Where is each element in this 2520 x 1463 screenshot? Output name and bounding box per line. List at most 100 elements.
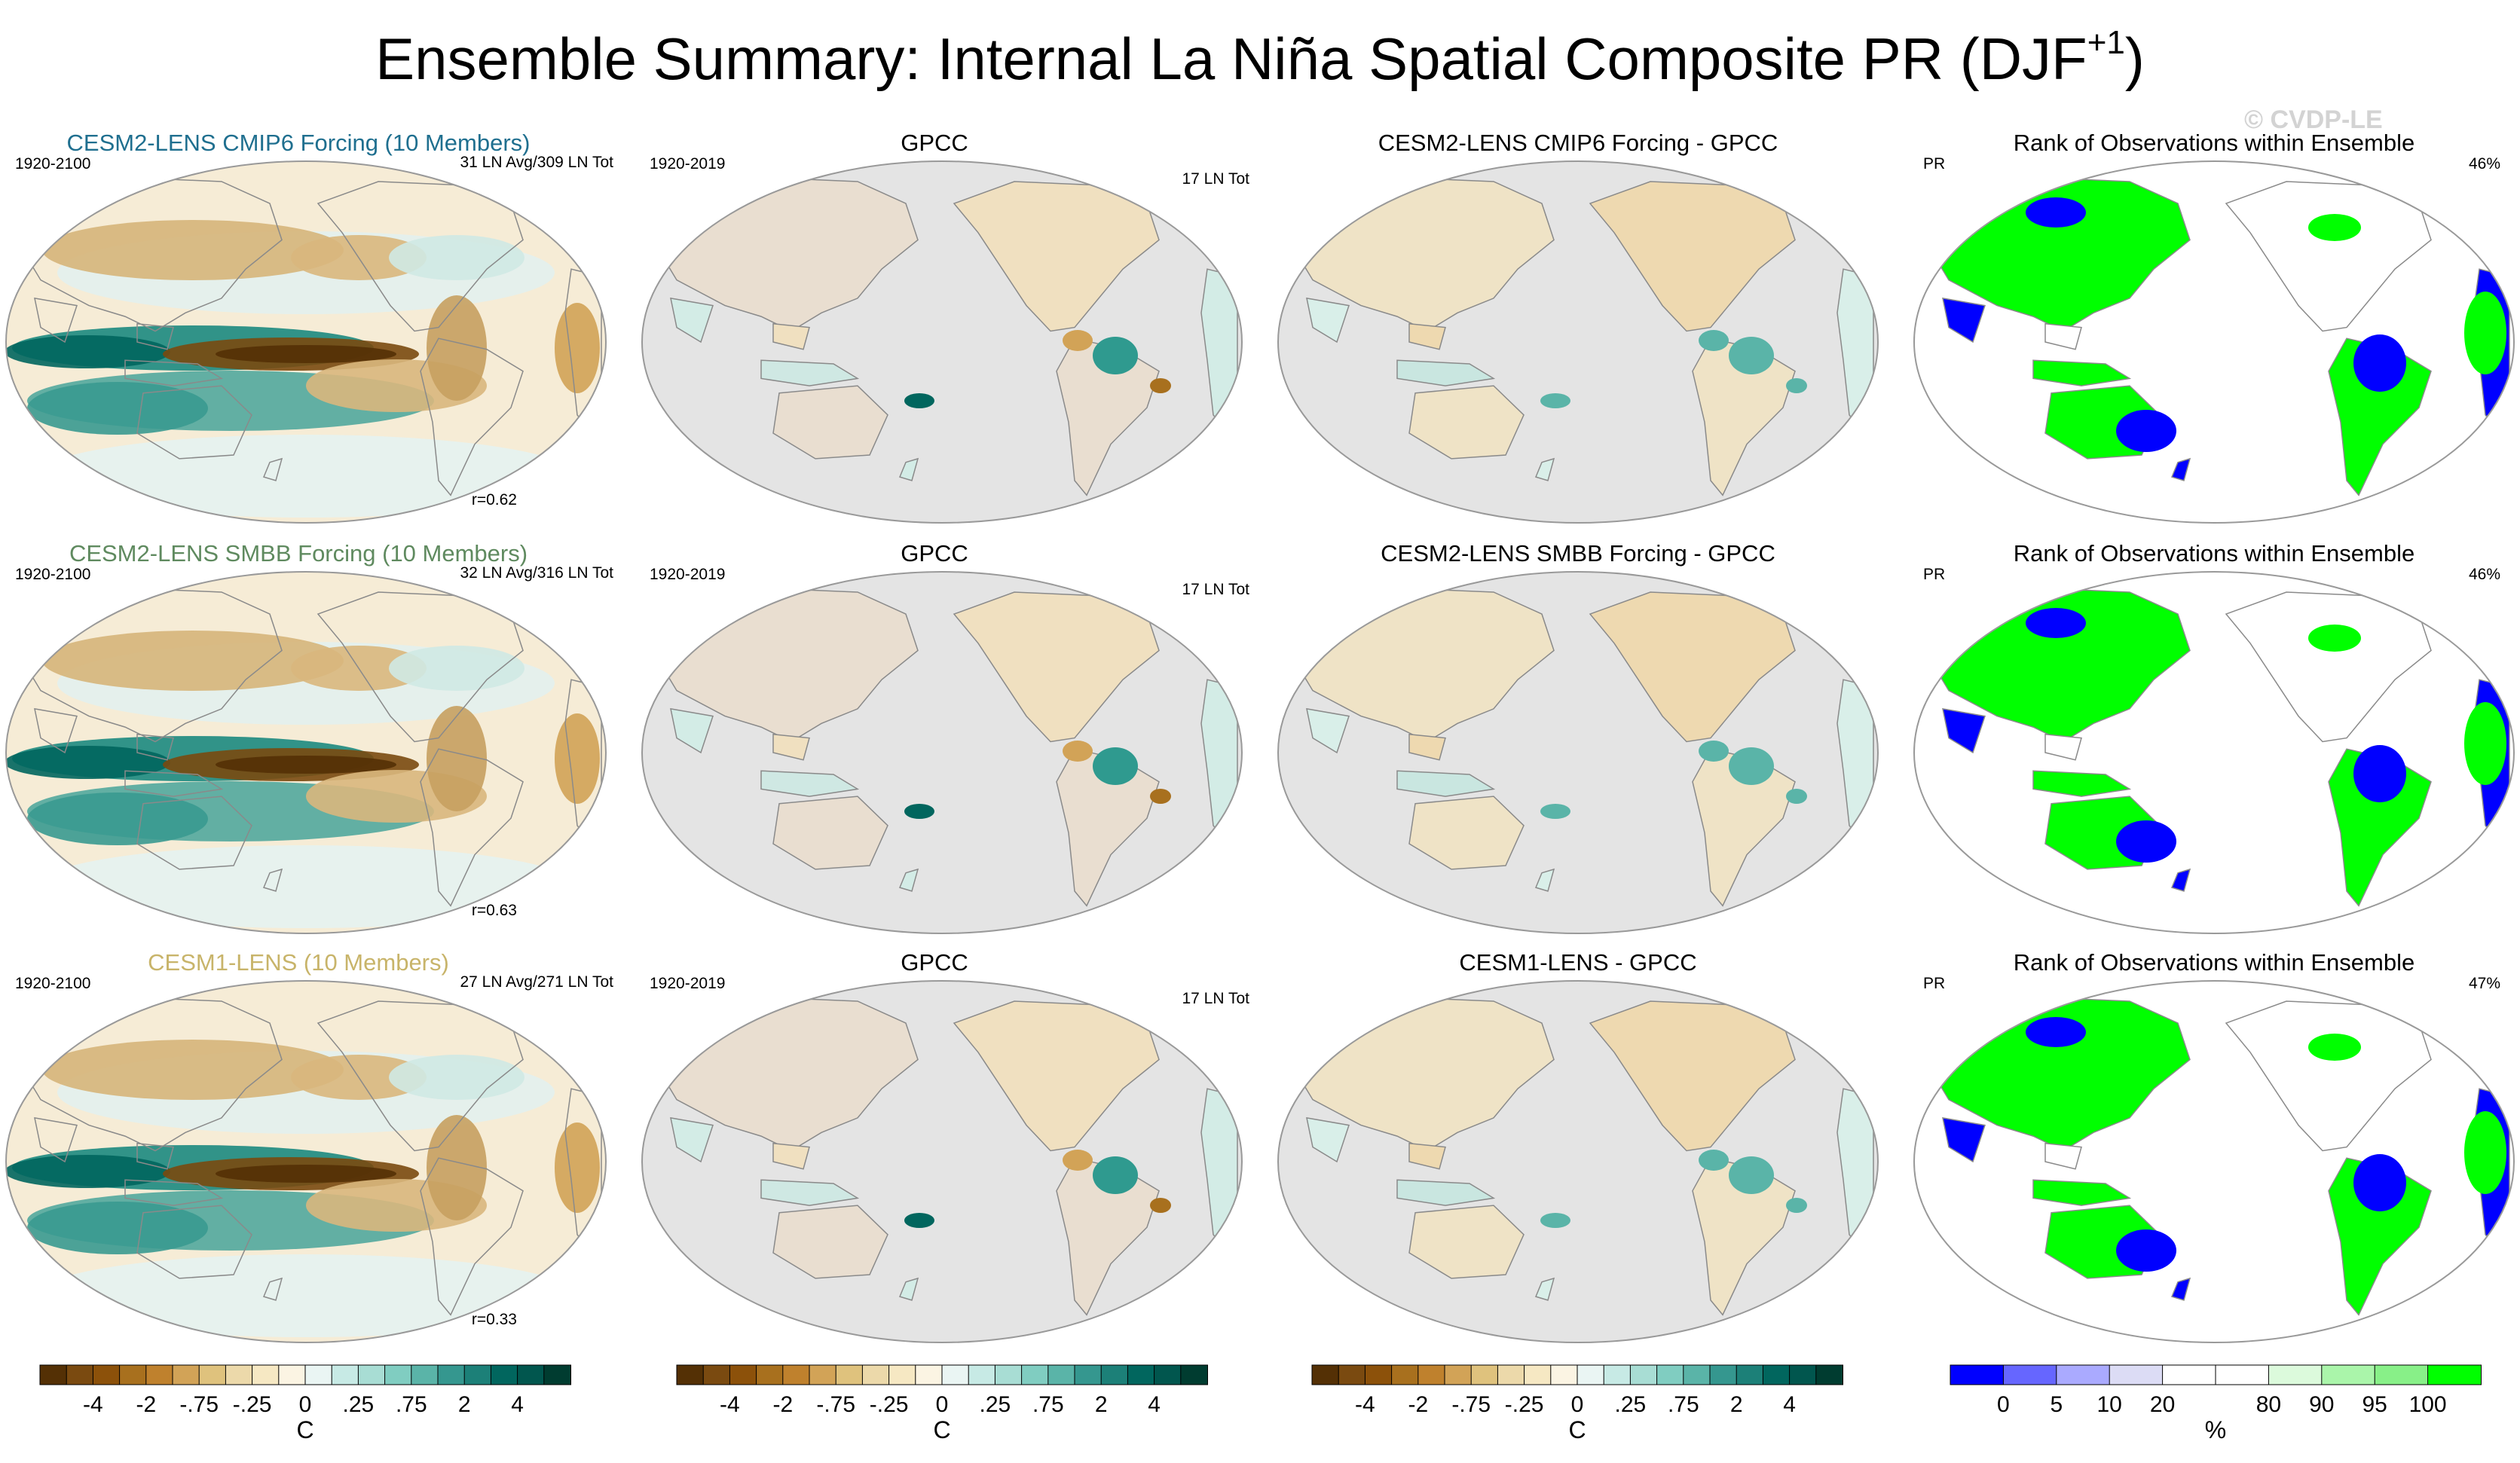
variable-label: PR [1923, 566, 1946, 583]
colorbar-tick-label: -2 [1408, 1392, 1429, 1417]
colorbar-tick-label: -.75 [179, 1392, 219, 1417]
colorbar-swatch [411, 1364, 439, 1385]
colorbar-swatch [357, 1364, 386, 1385]
ensemble-count: 32 LN Avg/316 LN Tot [460, 564, 613, 582]
colorbar-tick-label: -.75 [1451, 1392, 1491, 1417]
diff-title: CESM2-LENS CMIP6 Forcing - GPCC [1378, 130, 1778, 156]
diff-map-1 [1277, 160, 1879, 524]
colorbar-swatch [1180, 1364, 1208, 1385]
rank-map-3 [1913, 980, 2515, 1343]
main-title: Ensemble Summary: Internal La Niña Spati… [375, 24, 2145, 92]
colorbar-swatch [1709, 1364, 1738, 1385]
colorbar-swatch [437, 1364, 466, 1385]
colorbar-tick-label: 0 [935, 1392, 949, 1417]
colorbar-swatch [1074, 1364, 1102, 1385]
colorbar-swatch [1444, 1364, 1473, 1385]
colorbar-swatch [915, 1364, 943, 1385]
colorbar-swatch [835, 1364, 864, 1385]
colorbar-swatch [1364, 1364, 1393, 1385]
colorbar-tick-label: .75 [395, 1392, 427, 1417]
ensemble-count: 27 LN Avg/271 LN Tot [460, 973, 613, 991]
colorbar-swatch [2215, 1364, 2270, 1385]
colorbar-swatch [756, 1364, 784, 1385]
colorbar-tick-label: 2 [1094, 1392, 1108, 1417]
colorbar-3 [1311, 1364, 1843, 1385]
colorbar-tick-label: 10 [2096, 1392, 2122, 1417]
colorbar-swatch [968, 1364, 996, 1385]
colorbar-tick-label: 80 [2255, 1392, 2282, 1417]
colorbar-swatch [2427, 1364, 2482, 1385]
rank-title: Rank of Observations within Ensemble [2013, 540, 2415, 567]
colorbar-swatch [198, 1364, 227, 1385]
colorbar-tick-label: -4 [83, 1392, 103, 1417]
colorbar-swatch [543, 1364, 571, 1385]
colorbar-tick-label: -.25 [232, 1392, 272, 1417]
colorbar-swatch [1470, 1364, 1499, 1385]
rank-map-1 [1913, 160, 2515, 524]
colorbar-swatch [888, 1364, 916, 1385]
colorbar-swatch [2374, 1364, 2429, 1385]
colorbar-swatch [1418, 1364, 1446, 1385]
colorbar-swatch [702, 1364, 731, 1385]
pattern-correlation: r=0.62 [471, 491, 517, 509]
pattern-correlation: r=0.33 [471, 1311, 517, 1328]
colorbar-swatch [92, 1364, 121, 1385]
event-count: 17 LN Tot [1182, 581, 1249, 598]
colorbar-swatch [2109, 1364, 2164, 1385]
colorbar-tick-label: 0 [1570, 1392, 1584, 1417]
obs-map-1 [641, 160, 1243, 524]
period-label: 1920-2100 [15, 155, 91, 173]
colorbar-swatch [1550, 1364, 1578, 1385]
obs-title: GPCC [901, 130, 968, 156]
rank-percent: 46% [2468, 566, 2500, 583]
colorbar-swatch [172, 1364, 200, 1385]
colorbar-swatch [1391, 1364, 1419, 1385]
colorbar-swatch [1736, 1364, 1764, 1385]
colorbar-swatch [861, 1364, 890, 1385]
colorbar-tick-label: -.25 [869, 1392, 909, 1417]
colorbar-swatch [994, 1364, 1023, 1385]
colorbar-swatch [1683, 1364, 1711, 1385]
colorbar-swatch [1524, 1364, 1552, 1385]
colorbar-swatch [331, 1364, 359, 1385]
colorbar-tick-label: -.75 [816, 1392, 856, 1417]
colorbar-tick-label: -.25 [1504, 1392, 1544, 1417]
colorbar-swatch [463, 1364, 492, 1385]
period-label: 1920-2019 [650, 566, 726, 583]
colorbar-swatch [1100, 1364, 1129, 1385]
colorbar-swatch [1311, 1364, 1340, 1385]
colorbar-tick-label: .25 [1614, 1392, 1647, 1417]
colorbar-swatch [729, 1364, 757, 1385]
model-map-1 [5, 160, 607, 524]
colorbar-swatch [1338, 1364, 1366, 1385]
diff-title: CESM2-LENS SMBB Forcing - GPCC [1381, 540, 1775, 567]
colorbar-tick-label: 4 [511, 1392, 524, 1417]
colorbar-swatch [1021, 1364, 1049, 1385]
colorbar-unit: C [1568, 1416, 1586, 1443]
diff-map-2 [1277, 571, 1879, 934]
colorbar-tick-label: -4 [1355, 1392, 1375, 1417]
colorbar-swatch [809, 1364, 837, 1385]
event-count: 17 LN Tot [1182, 170, 1249, 188]
colorbar-swatch [1950, 1364, 2005, 1385]
model-map-2 [5, 571, 607, 934]
colorbar-swatch [252, 1364, 280, 1385]
colorbar-swatch [225, 1364, 253, 1385]
colorbar-tick-label: 2 [1729, 1392, 1743, 1417]
colorbar-swatch [1815, 1364, 1843, 1385]
colorbar-tick-label: 100 [2408, 1392, 2447, 1417]
model-map-3 [5, 980, 607, 1343]
colorbar-tick-label: 95 [2362, 1392, 2387, 1417]
colorbar-swatch [1762, 1364, 1791, 1385]
pattern-correlation: r=0.63 [471, 902, 517, 919]
colorbar-tick-label: 2 [457, 1392, 471, 1417]
obs-map-3 [641, 980, 1243, 1343]
colorbar-tick-label: 4 [1783, 1392, 1796, 1417]
rank-map-2 [1913, 571, 2515, 934]
colorbar-swatch [1497, 1364, 1525, 1385]
rank-percent: 47% [2468, 975, 2500, 992]
colorbar-unit: C [933, 1416, 951, 1443]
variable-label: PR [1923, 975, 1946, 992]
colorbar-tick-label: 4 [1148, 1392, 1161, 1417]
colorbar-tick-label: 0 [298, 1392, 312, 1417]
